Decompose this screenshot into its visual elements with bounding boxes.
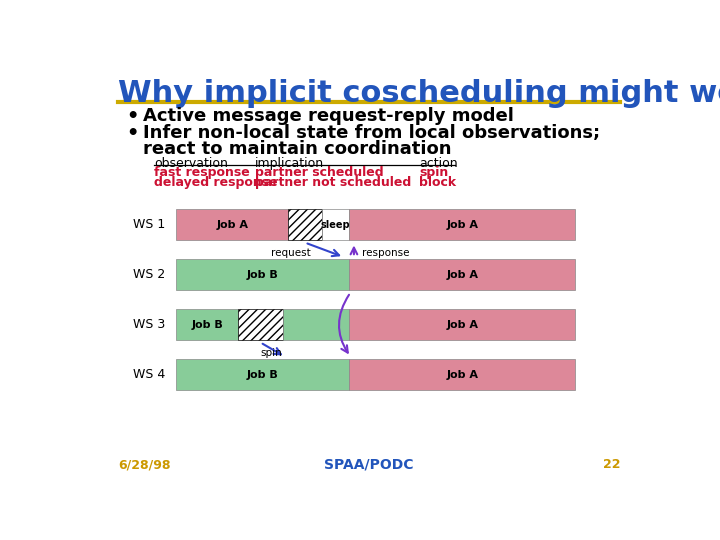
Text: Job A: Job A	[446, 220, 479, 230]
Bar	[176, 309, 238, 340]
Text: react to maintain coordination: react to maintain coordination	[143, 140, 451, 158]
Text: WS 3: WS 3	[133, 318, 166, 331]
Bar	[176, 259, 349, 291]
Text: •: •	[126, 124, 139, 143]
Text: Why implicit coscheduling might work: Why implicit coscheduling might work	[118, 79, 720, 109]
Text: partner scheduled: partner scheduled	[255, 166, 383, 179]
Text: WS 1: WS 1	[133, 218, 166, 231]
Bar	[282, 309, 349, 340]
Text: 6/28/98: 6/28/98	[118, 458, 171, 471]
Text: Infer non-local state from local observations;: Infer non-local state from local observa…	[143, 124, 600, 142]
Text: spin: spin	[419, 166, 449, 179]
Text: SPAA/PODC: SPAA/PODC	[324, 457, 414, 471]
Bar	[349, 359, 575, 390]
Text: Job A: Job A	[446, 369, 479, 380]
Text: Job B: Job B	[247, 369, 279, 380]
Bar	[349, 309, 575, 340]
Bar	[288, 210, 322, 240]
Text: •: •	[126, 107, 139, 126]
Text: request: request	[271, 248, 311, 258]
Bar	[349, 210, 575, 240]
Text: partner not scheduled: partner not scheduled	[255, 176, 411, 189]
Text: 22: 22	[603, 458, 620, 471]
Text: action: action	[419, 157, 458, 170]
Text: Job B: Job B	[247, 270, 279, 280]
Text: block: block	[419, 176, 456, 189]
Text: WS 2: WS 2	[133, 268, 166, 281]
Bar	[322, 210, 349, 240]
Text: Job B: Job B	[192, 320, 223, 330]
Bar	[238, 309, 282, 340]
Text: fast response: fast response	[154, 166, 250, 179]
Text: WS 4: WS 4	[133, 368, 166, 381]
Text: implication: implication	[255, 157, 324, 170]
Bar	[349, 259, 575, 291]
Text: Active message request-reply model: Active message request-reply model	[143, 107, 514, 125]
Text: Job A: Job A	[446, 320, 479, 330]
Bar	[176, 210, 288, 240]
Text: Job A: Job A	[216, 220, 248, 230]
Bar	[176, 359, 349, 390]
Text: response: response	[362, 248, 410, 258]
Text: spin: spin	[261, 348, 282, 358]
Text: observation: observation	[154, 157, 228, 170]
Text: sleep: sleep	[320, 220, 351, 230]
Text: delayed response: delayed response	[154, 176, 278, 189]
Text: Job A: Job A	[446, 270, 479, 280]
